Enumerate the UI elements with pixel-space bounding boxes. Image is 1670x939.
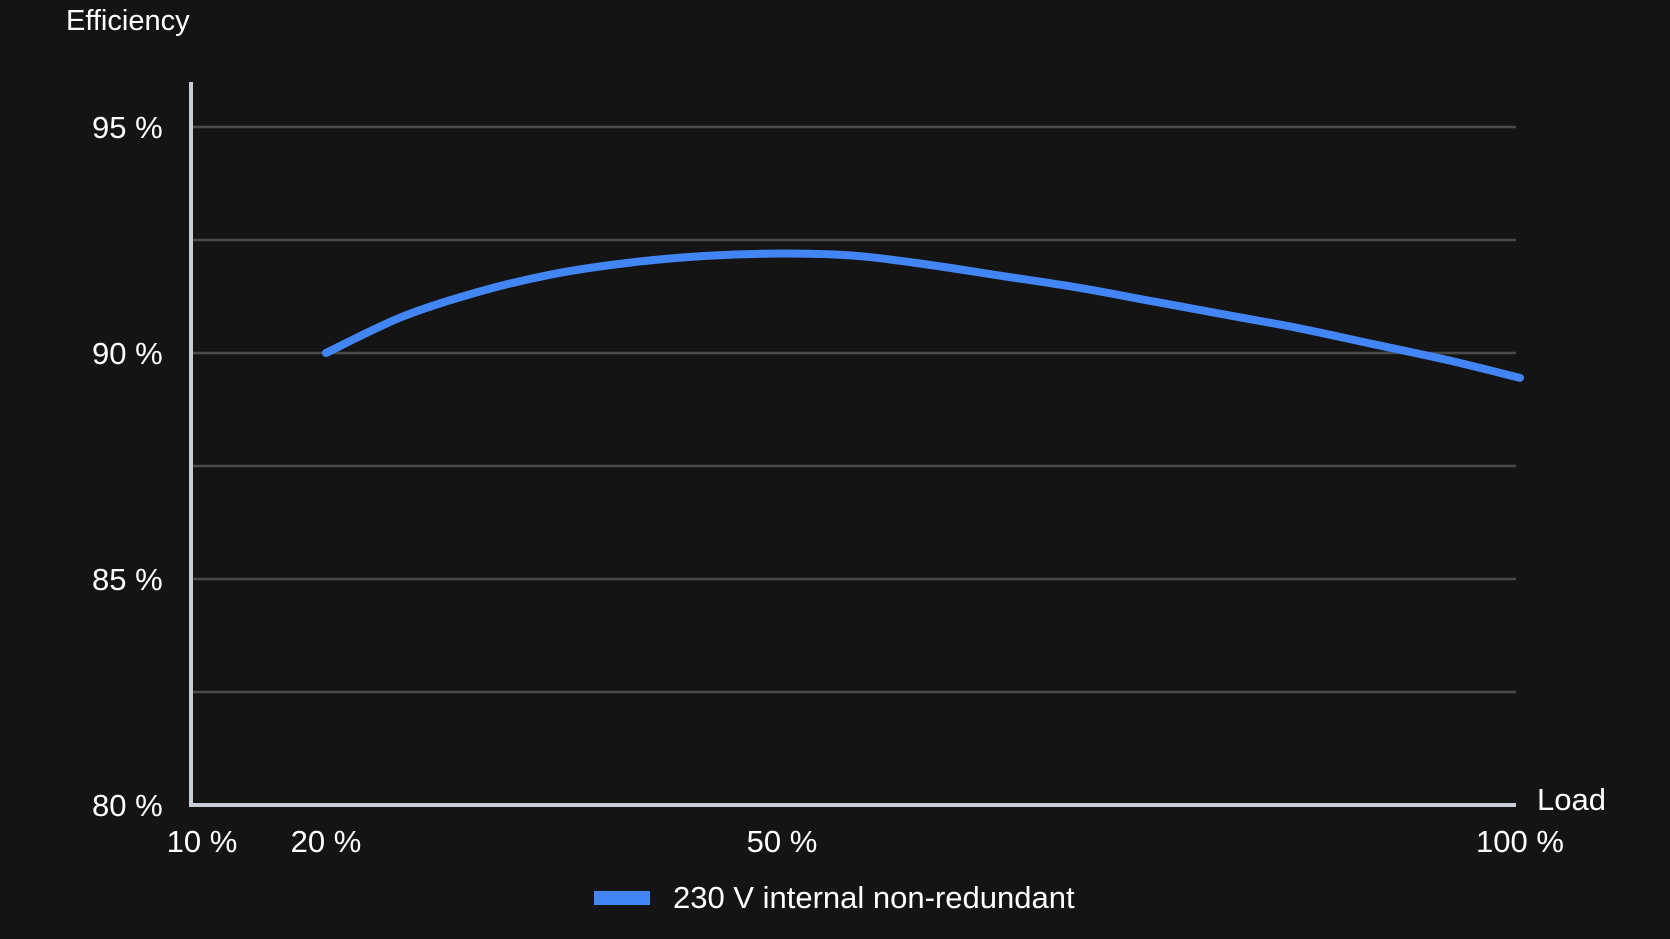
series-line bbox=[322, 249, 1524, 382]
legend-swatch bbox=[594, 891, 650, 905]
y-axis-title: Efficiency bbox=[66, 5, 190, 37]
x-tick-label: 10 % bbox=[167, 824, 238, 859]
y-tick-labels: 95 % 90 % 85 % 80 % bbox=[92, 110, 163, 823]
y-tick-label: 95 % bbox=[92, 110, 163, 145]
x-tick-label: 100 % bbox=[1476, 824, 1564, 859]
grid-lines bbox=[191, 125, 1516, 694]
y-tick-label: 90 % bbox=[92, 336, 163, 371]
x-tick-label: 20 % bbox=[291, 824, 362, 859]
x-tick-label: 50 % bbox=[747, 824, 818, 859]
legend-label: 230 V internal non-redundant bbox=[673, 880, 1075, 915]
axes bbox=[189, 82, 1516, 807]
legend: 230 V internal non-redundant bbox=[594, 880, 1075, 915]
x-axis-title: Load bbox=[1537, 782, 1606, 817]
series bbox=[322, 249, 1524, 382]
x-tick-labels: 10 % 20 % 50 % 100 % bbox=[167, 824, 1564, 859]
y-tick-label: 80 % bbox=[92, 788, 163, 823]
y-tick-label: 85 % bbox=[92, 562, 163, 597]
